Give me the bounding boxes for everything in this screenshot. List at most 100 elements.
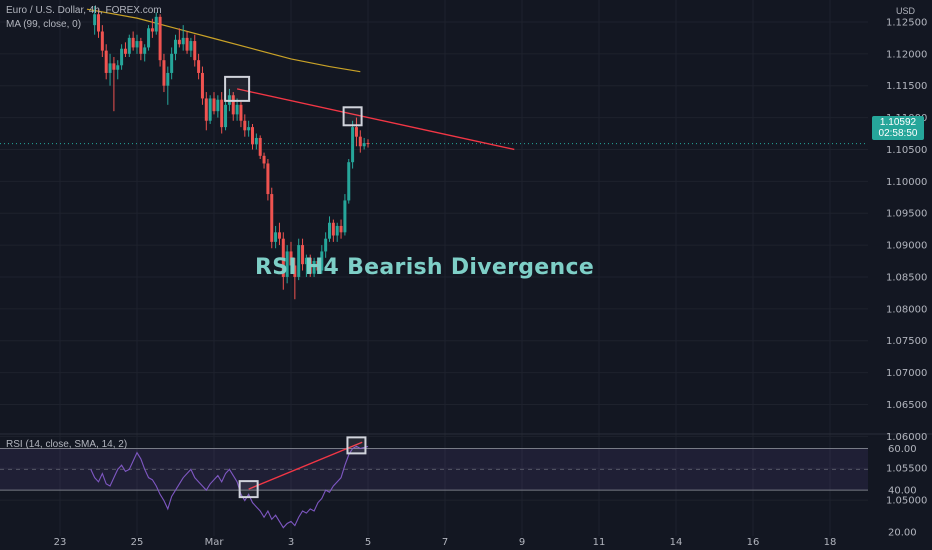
candle-body: [139, 41, 143, 54]
candle-body: [220, 99, 224, 128]
candle-body: [235, 104, 239, 115]
candle-body: [104, 50, 108, 73]
last-price-countdown: 02:58:50: [878, 128, 918, 139]
candle-body: [343, 200, 347, 233]
time-tick-label: 9: [519, 537, 525, 548]
candle-body: [231, 95, 235, 115]
price-tick-label: 1.12500: [886, 17, 927, 28]
candle-body: [312, 261, 316, 274]
rsi-legend[interactable]: RSI (14, close, SMA, 14, 2): [6, 439, 128, 450]
candle-body: [358, 136, 362, 147]
candle-body: [204, 98, 208, 121]
candle-body: [127, 37, 131, 54]
price-tick-label: 1.10000: [886, 177, 927, 188]
candle-body: [239, 104, 243, 121]
candle-body: [262, 155, 266, 164]
candle-body: [316, 261, 320, 271]
candle-body: [289, 251, 293, 266]
ma-line: [86, 8, 361, 73]
candle-body: [147, 28, 151, 48]
candle-body: [208, 98, 212, 121]
candle-body: [281, 238, 285, 277]
price-swing-box: [342, 106, 363, 127]
time-tick-label: Mar: [205, 537, 225, 548]
candle-body: [97, 14, 100, 32]
candle-body: [181, 37, 185, 45]
price-tick-label: 1.09000: [886, 241, 927, 252]
candle-body: [185, 37, 189, 51]
time-tick-label: 3: [288, 537, 294, 548]
candle-body: [362, 143, 366, 147]
candle-body: [174, 39, 177, 54]
candle-body: [347, 162, 351, 201]
rsi-tick-label: 20.00: [888, 527, 917, 538]
candle-body: [143, 47, 147, 54]
price-tick-label: 1.05500: [886, 464, 927, 475]
rsi-tick-label: 60.00: [888, 444, 917, 455]
candle-body: [331, 222, 335, 236]
candle-body: [189, 41, 193, 51]
symbol-legend[interactable]: Euro / U.S. Dollar, 4h, FOREX.com: [6, 5, 162, 16]
price-trendline: [224, 75, 515, 151]
time-tick-label: 11: [593, 537, 606, 548]
price-tick-label: 1.06000: [886, 432, 927, 443]
price-tick-label: 1.11500: [886, 81, 927, 92]
candles-group: [93, 6, 370, 300]
candle-body: [243, 120, 247, 131]
candle-body: [335, 225, 339, 236]
candle-body: [266, 163, 270, 195]
candle-body: [324, 238, 328, 252]
candle-body: [328, 222, 331, 239]
candle-body: [93, 14, 97, 26]
rsi-swing-box: [238, 480, 259, 499]
candle-body: [166, 72, 170, 86]
time-tick-label: 18: [824, 537, 837, 548]
price-divergence-line: [236, 88, 515, 151]
candle-body: [254, 137, 258, 145]
candle-body: [308, 257, 312, 274]
candle-body: [131, 37, 135, 48]
candle-body: [285, 251, 289, 277]
candle-body: [120, 48, 124, 66]
candle-body: [150, 28, 154, 32]
candle-body: [100, 31, 104, 51]
candle-body: [193, 41, 197, 61]
time-tick-label: 7: [442, 537, 448, 548]
rsi-panel: [0, 436, 868, 529]
candle-body: [123, 48, 127, 54]
last-price-tag: 1.10592 02:58:50: [872, 116, 924, 140]
candle-body: [293, 265, 297, 277]
ma-legend[interactable]: MA (99, close, 0): [6, 19, 82, 30]
candle-body: [351, 127, 355, 163]
candle-body: [162, 60, 166, 86]
price-tick-label: 1.07000: [886, 368, 927, 379]
rsi-divergence-line: [248, 441, 363, 490]
candle-body: [224, 104, 228, 128]
chart-grid: [0, 0, 932, 536]
rsi-tick-label: 40.00: [888, 486, 917, 497]
candle-body: [135, 41, 139, 48]
candle-body: [177, 39, 181, 45]
candle-body: [301, 245, 305, 265]
candle-body: [116, 65, 120, 70]
rsi-swing-box: [346, 436, 367, 455]
price-tick-label: 1.09500: [886, 209, 927, 220]
currency-label: USD: [896, 6, 916, 16]
candle-body: [274, 232, 278, 242]
time-tick-label: 14: [670, 537, 683, 548]
candle-body: [170, 53, 174, 73]
rsi-series-line: [90, 445, 369, 529]
candle-body: [247, 127, 251, 131]
candle-body: [354, 127, 358, 137]
price-tick-label: 1.05000: [886, 496, 927, 507]
candle-body: [212, 98, 216, 112]
price-swing-box: [224, 75, 251, 102]
price-tick-label: 1.06500: [886, 400, 927, 411]
candle-body: [339, 225, 343, 233]
price-tick-label: 1.08000: [886, 304, 927, 315]
divergence-annotation: RSI H4 Bearish Divergence: [255, 255, 595, 280]
candle-body: [297, 245, 301, 277]
candle-body: [251, 127, 254, 145]
candle-body: [200, 72, 204, 99]
